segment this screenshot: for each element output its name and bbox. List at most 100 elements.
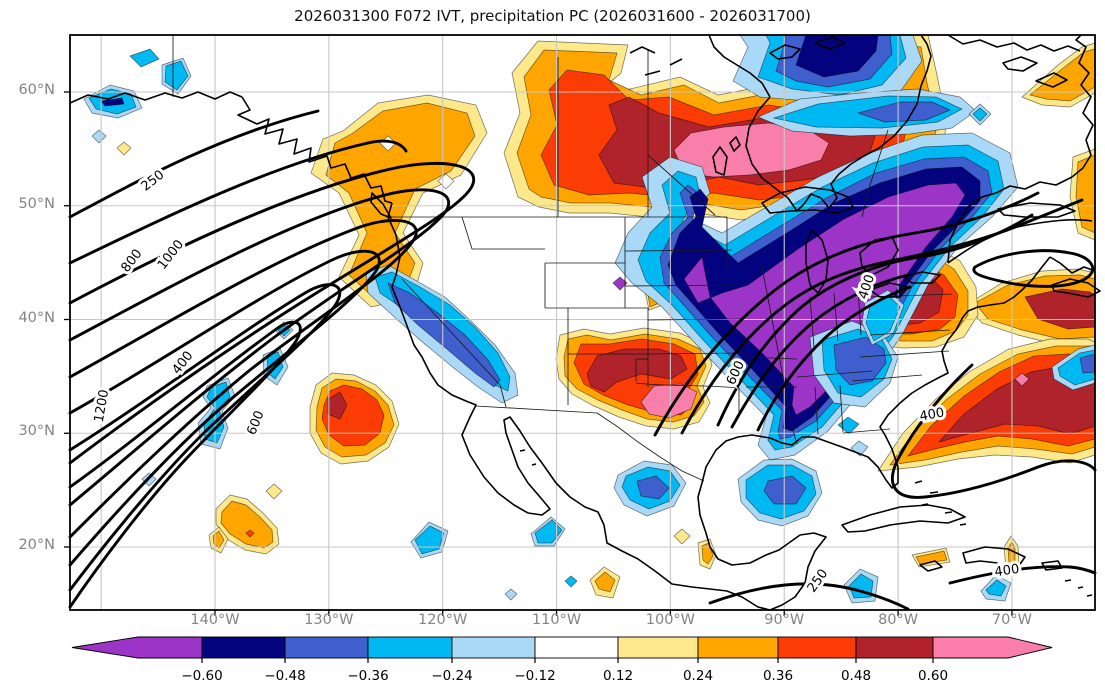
coastline bbox=[708, 34, 771, 98]
pc-fill-darkred bbox=[327, 391, 348, 420]
pc-fill-cyan bbox=[129, 48, 160, 68]
pc-fill-cyan bbox=[972, 107, 988, 122]
state-border bbox=[475, 405, 598, 414]
x-tick-label: 110°W bbox=[531, 612, 582, 628]
pc-fill-pink bbox=[1014, 372, 1030, 387]
x-axis-labels: 140°W 130°W 120°W 110°W 100°W 90°W 80°W 70°W bbox=[70, 612, 1095, 634]
coastline bbox=[712, 146, 728, 176]
ivt-contour bbox=[708, 582, 910, 611]
coastline bbox=[745, 43, 932, 212]
pc-fill-lightblue bbox=[91, 129, 107, 144]
state-border bbox=[647, 154, 716, 216]
ivt-contour bbox=[948, 565, 1097, 585]
ivt-contour bbox=[716, 213, 1034, 427]
state-border bbox=[851, 374, 923, 382]
coastline bbox=[914, 480, 967, 526]
colorbar: −0.60 −0.48 −0.36 −0.24 −0.12 0.12 0.24 0.36 0.4… bbox=[71, 636, 1053, 684]
pc-fill-lightblue bbox=[504, 588, 518, 601]
y-tick-label: 30°N bbox=[18, 423, 55, 440]
ivt-contour bbox=[68, 109, 320, 219]
ivt-contour bbox=[68, 139, 408, 265]
coastline bbox=[1051, 278, 1101, 298]
pc-fill-yellow bbox=[265, 483, 283, 500]
coastline bbox=[962, 546, 1026, 568]
ivt-contour bbox=[972, 249, 1095, 288]
y-tick-label: 60°N bbox=[18, 82, 55, 98]
coastline bbox=[919, 560, 943, 572]
colorbar-arrow-pink bbox=[932, 636, 1053, 659]
ivt-contour bbox=[68, 283, 342, 592]
state-border bbox=[839, 384, 844, 433]
ivt-contour-label: 250 bbox=[139, 167, 168, 194]
coastline bbox=[729, 136, 741, 152]
state-border bbox=[859, 350, 950, 358]
coastline bbox=[1064, 579, 1093, 597]
pc-fill-pink bbox=[673, 122, 830, 178]
pc-fill-cyan bbox=[837, 416, 860, 435]
coastline bbox=[761, 186, 854, 214]
x-tick-label: 140°W bbox=[190, 612, 240, 628]
pc-fill-navy bbox=[100, 97, 125, 107]
state-border bbox=[624, 284, 737, 287]
coastline bbox=[947, 34, 1081, 52]
pc-fill-blue bbox=[856, 101, 951, 123]
pc-fill-pink bbox=[640, 383, 698, 419]
coastline bbox=[1071, 34, 1094, 178]
coastline bbox=[519, 449, 537, 466]
ivt-contour bbox=[68, 219, 418, 539]
colorbar-tick-label: −0.60 bbox=[181, 668, 222, 684]
map-frame bbox=[69, 34, 1096, 611]
state-border bbox=[647, 318, 742, 321]
x-tick-label: 100°W bbox=[645, 612, 696, 628]
coastline bbox=[1035, 72, 1068, 88]
ivt-contour bbox=[68, 188, 450, 507]
ivt-contour bbox=[653, 191, 1040, 437]
colorbar-arrow-purple bbox=[71, 636, 203, 659]
state-border bbox=[635, 382, 740, 389]
colorbar-tick-label: −0.48 bbox=[264, 668, 305, 684]
ivt-contour bbox=[730, 273, 910, 429]
ivt-contour bbox=[68, 161, 475, 465]
ivt-contour bbox=[891, 363, 1097, 499]
pc-fill-blue bbox=[387, 282, 501, 388]
x-tick-label: 130°W bbox=[304, 612, 354, 628]
ivt-contour-label: 400 bbox=[994, 562, 1021, 580]
ivt-contour-label: 250 bbox=[805, 567, 832, 596]
colorbar-tick-label: −0.12 bbox=[514, 668, 555, 684]
coastline bbox=[903, 271, 941, 284]
ivt-contour bbox=[756, 285, 912, 432]
pc-fill-orange bbox=[220, 500, 274, 549]
state-border bbox=[869, 329, 951, 336]
ivt-contour-label: 1200 bbox=[92, 388, 113, 423]
colorbar-segment-lightblue bbox=[451, 636, 536, 659]
pc-fill-cyan bbox=[985, 579, 1007, 597]
pc-fill-orange bbox=[212, 530, 225, 549]
coastline bbox=[387, 202, 771, 611]
state-border bbox=[861, 129, 889, 218]
coastline bbox=[920, 34, 928, 45]
colorbar-tick-label: 0.60 bbox=[918, 668, 948, 684]
colorbar-segment-yellow bbox=[617, 636, 699, 659]
pc-fill-yellow bbox=[673, 528, 691, 545]
colorbar-segment-white bbox=[534, 636, 619, 659]
pc-fill-orange bbox=[915, 550, 948, 565]
coastline bbox=[370, 192, 392, 219]
ivt-contour-label: 800 bbox=[118, 247, 145, 276]
coastline bbox=[629, 46, 683, 76]
y-tick-label: 50°N bbox=[18, 195, 55, 212]
state-border bbox=[401, 278, 501, 386]
pc-fill-yellow bbox=[116, 141, 132, 156]
x-tick-label: 70°W bbox=[991, 612, 1032, 628]
pc-fill-darkred bbox=[586, 348, 688, 393]
pc-fill-white bbox=[437, 173, 455, 190]
coastline bbox=[869, 282, 909, 298]
pc-fill-orange bbox=[325, 102, 476, 298]
state-border bbox=[499, 384, 507, 408]
coastline bbox=[69, 91, 243, 104]
pc-fill-blue bbox=[763, 475, 807, 505]
x-tick-label: 80°W bbox=[878, 612, 919, 628]
coastline bbox=[947, 176, 1073, 264]
colorbar-segment-navy bbox=[201, 636, 286, 659]
pc-fill-purple bbox=[612, 276, 628, 291]
